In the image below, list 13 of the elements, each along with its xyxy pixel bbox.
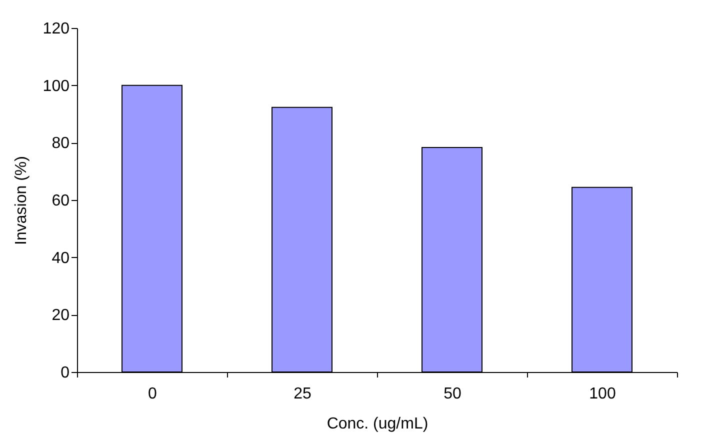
y-tick-label: 100: [42, 78, 70, 95]
x-tick-label: 50: [444, 386, 462, 402]
y-axis-title: Invasion (%): [12, 156, 30, 245]
x-tick-label: 0: [148, 386, 158, 402]
x-axis-title: Conc. (ug/mL): [326, 416, 428, 432]
y-tick-label: 0: [60, 364, 70, 382]
x-tick-label: 25: [294, 386, 312, 402]
y-tick-label: 20: [52, 307, 70, 324]
y-tick-label: 120: [42, 20, 70, 38]
x-tick-label: 100: [589, 386, 616, 402]
y-tick-label: 60: [52, 192, 70, 210]
y-tick-label: 80: [52, 135, 70, 152]
y-tick-label: 40: [52, 250, 70, 267]
